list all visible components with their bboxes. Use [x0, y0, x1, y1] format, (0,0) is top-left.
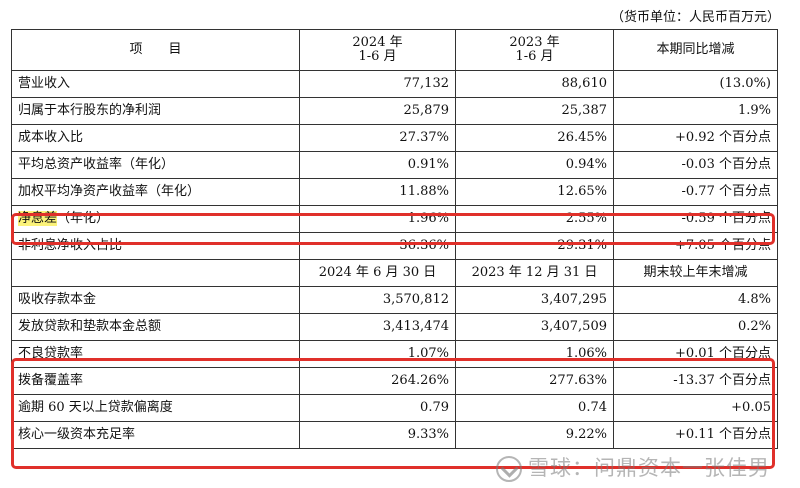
table-row: 归属于本行股东的净利润 25,879 25,387 1.9% [11, 97, 778, 125]
row-change: 0.2% [613, 313, 778, 341]
row-change: +7.05 个百分点 [613, 232, 778, 260]
row-change: 1.9% [613, 97, 778, 125]
row-change: 4.8% [613, 286, 778, 314]
row-change: +0.92 个百分点 [613, 124, 778, 152]
row-label: 加权平均净资产收益率（年化） [11, 178, 300, 206]
highlighted-label: 净息差 [18, 211, 58, 226]
row-label: 成本收入比 [11, 124, 300, 152]
row-change: -13.37 个百分点 [613, 367, 778, 395]
table-row: 不良贷款率 1.07% 1.06% +0.01 个百分点 [11, 340, 778, 368]
row-value-2023: 88,610 [455, 70, 614, 98]
table-row: 逾期 60 天以上贷款偏离度 0.79 0.74 +0.05 [11, 394, 778, 422]
table-row: 核心一级资本充足率 9.33% 9.22% +0.11 个百分点 [11, 421, 778, 449]
row-value-2023: 29.31% [455, 232, 614, 260]
row-label-suffix: （年化） [57, 211, 110, 226]
row-label: 拨备覆盖率 [11, 367, 300, 395]
row-change: -0.77 个百分点 [613, 178, 778, 206]
row-value-2024: 9.33% [299, 421, 456, 449]
row-label: 非利息净收入占比 [11, 232, 300, 260]
row-value-2023: 9.22% [455, 421, 614, 449]
row-value-2023: 26.45% [455, 124, 614, 152]
row-value-2023: 25,387 [455, 97, 614, 125]
row-value-2024: 77,132 [299, 70, 456, 98]
row-value-2024: 3,570,812 [299, 286, 456, 314]
table-row: 营业收入 77,132 88,610 (13.0%) [11, 70, 778, 98]
table-row: 拨备覆盖率 264.26% 277.63% -13.37 个百分点 [11, 367, 778, 395]
row-label: 不良贷款率 [11, 340, 300, 368]
row-value-2023: 3,407,295 [455, 286, 614, 314]
row-label: 净息差（年化） [11, 205, 300, 233]
row-value-2023: 2.55% [455, 205, 614, 233]
row-change: +0.05 [613, 394, 778, 422]
row-label: 逾期 60 天以上贷款偏离度 [11, 394, 300, 422]
table-row: 平均总资产收益率（年化） 0.91% 0.94% -0.03 个百分点 [11, 151, 778, 179]
row-value-2024: 264.26% [299, 367, 456, 395]
subheader-2023-12-31: 2023 年 12 月 31 日 [455, 259, 614, 287]
header-2024h1: 2024 年 1-6 月 [299, 29, 456, 71]
row-value-2023: 12.65% [455, 178, 614, 206]
row-value-2024: 0.79 [299, 394, 456, 422]
row-label: 吸收存款本金 [11, 286, 300, 314]
row-value-2024: 1.96% [299, 205, 456, 233]
header-item: 项 目 [11, 29, 300, 71]
row-value-2024: 36.36% [299, 232, 456, 260]
row-value-2023: 277.63% [455, 367, 614, 395]
currency-unit-note: （货币单位：人民币百万元） [610, 10, 780, 25]
subheader-2024-06-30: 2024 年 6 月 30 日 [299, 259, 456, 287]
row-value-2023: 0.74 [455, 394, 614, 422]
table-row: 加权平均净资产收益率（年化） 11.88% 12.65% -0.77 个百分点 [11, 178, 778, 206]
table-row: 吸收存款本金 3,570,812 3,407,295 4.8% [11, 286, 778, 314]
row-label: 发放贷款和垫款本金总额 [11, 313, 300, 341]
row-change: +0.11 个百分点 [613, 421, 778, 449]
row-change: +0.01 个百分点 [613, 340, 778, 368]
table-row-net-interest-margin: 净息差（年化） 1.96% 2.55% -0.59 个百分点 [11, 205, 778, 233]
row-value-2024: 1.07% [299, 340, 456, 368]
subheader-change-vs-year-end: 期末较上年末增减 [613, 259, 778, 287]
watermark: 雪球：问鼎资本一张佳男 [496, 452, 770, 482]
row-change: (13.0%) [613, 70, 778, 98]
row-value-2023: 3,407,509 [455, 313, 614, 341]
row-value-2024: 25,879 [299, 97, 456, 125]
table-row: 发放贷款和垫款本金总额 3,413,474 3,407,509 0.2% [11, 313, 778, 341]
row-value-2024: 3,413,474 [299, 313, 456, 341]
row-value-2023: 0.94% [455, 151, 614, 179]
financial-summary-table: 项 目 2024 年 1-6 月 2023 年 1-6 月 本期同比增减 营业收入 … [11, 29, 778, 449]
row-value-2024: 27.37% [299, 124, 456, 152]
snowball-logo-icon [496, 456, 522, 482]
row-label: 核心一级资本充足率 [11, 421, 300, 449]
watermark-text: 雪球：问鼎资本一张佳男 [528, 456, 770, 480]
row-change: -0.03 个百分点 [613, 151, 778, 179]
row-value-2024: 11.88% [299, 178, 456, 206]
row-label: 归属于本行股东的净利润 [11, 97, 300, 125]
table-row: 非利息净收入占比 36.36% 29.31% +7.05 个百分点 [11, 232, 778, 260]
header-yoy-change: 本期同比增减 [613, 29, 778, 71]
table-row: 成本收入比 27.37% 26.45% +0.92 个百分点 [11, 124, 778, 152]
row-label: 营业收入 [11, 70, 300, 98]
subheader-blank [11, 259, 300, 287]
row-value-2023: 1.06% [455, 340, 614, 368]
row-value-2024: 0.91% [299, 151, 456, 179]
row-label: 平均总资产收益率（年化） [11, 151, 300, 179]
row-change: -0.59 个百分点 [613, 205, 778, 233]
table-subheader-row: 2024 年 6 月 30 日 2023 年 12 月 31 日 期末较上年末增… [11, 259, 778, 287]
header-2023h1: 2023 年 1-6 月 [455, 29, 614, 71]
table-header-row: 项 目 2024 年 1-6 月 2023 年 1-6 月 本期同比增减 [11, 29, 778, 71]
